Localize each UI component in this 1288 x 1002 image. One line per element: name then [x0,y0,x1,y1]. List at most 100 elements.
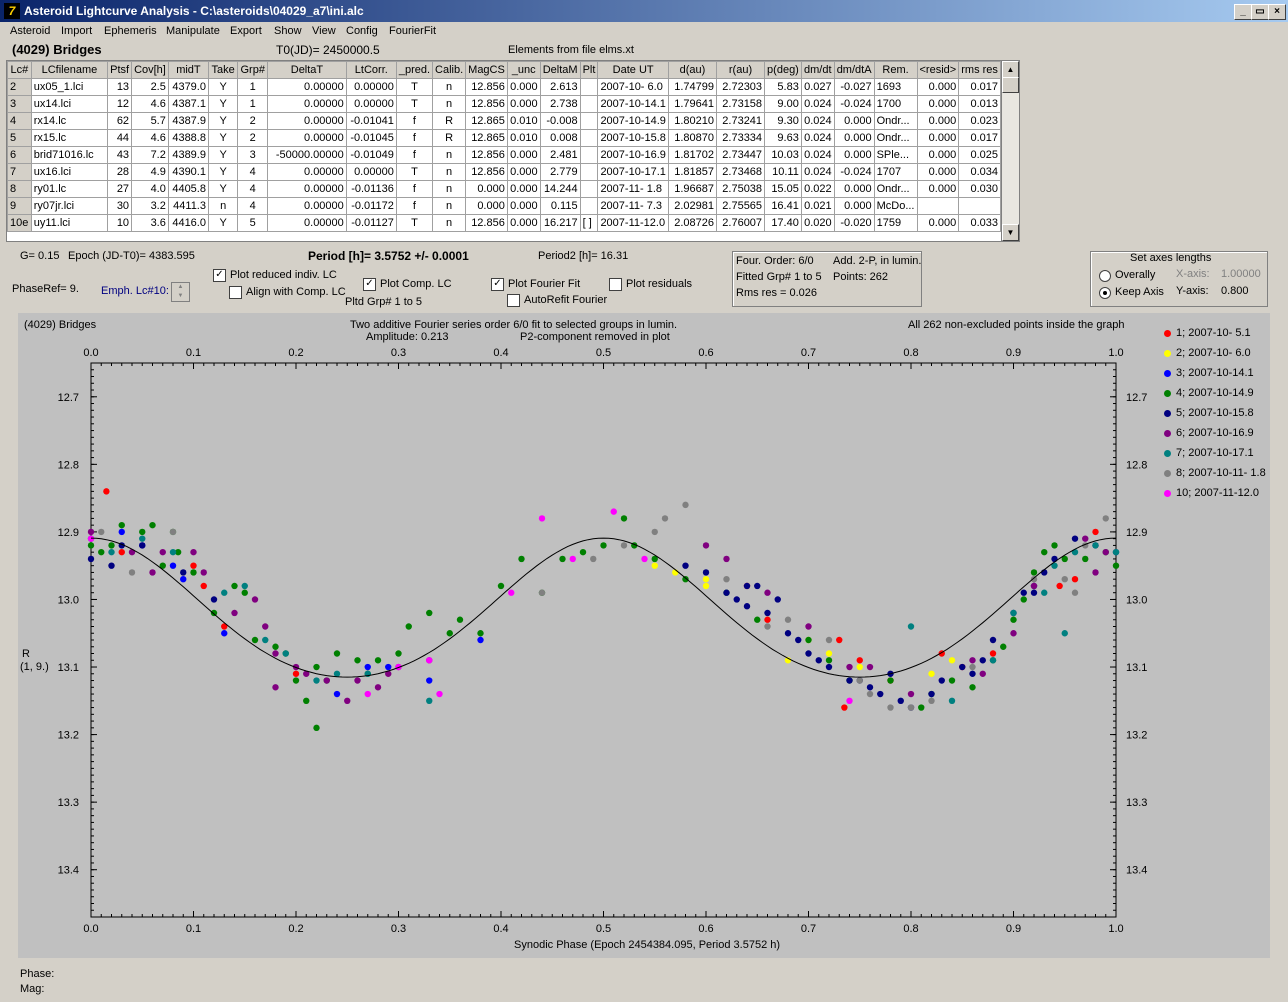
plot-residuals-checkbox[interactable] [609,278,622,291]
table-cell[interactable]: 4 [237,197,269,215]
table-cell[interactable]: 0.000 [506,180,541,198]
table-cell[interactable]: 9.63 [764,129,802,147]
scroll-up-icon[interactable]: ▲ [1002,61,1019,78]
column-header[interactable]: Rem. [873,61,918,79]
table-cell[interactable]: 6 [7,146,32,164]
menu-manipulate[interactable]: Manipulate [166,25,220,37]
table-row[interactable]: 6 brid71016.lc 43 7.2 4389.9 Y 3 -50000.00000 -0… [7,146,1001,164]
table-cell[interactable] [579,78,599,96]
column-header[interactable]: <resid> [916,61,960,79]
table-cell[interactable]: brid71016.lc [30,146,109,164]
table-cell[interactable]: f [395,129,434,147]
overally-radio[interactable] [1099,270,1111,282]
table-cell[interactable]: ux16.lci [30,163,109,181]
table-cell[interactable]: 0.00000 [345,78,397,96]
table-cell[interactable]: 43 [107,146,133,164]
menu-ephemeris[interactable]: Ephemeris [104,25,157,37]
table-cell[interactable]: 4.6 [131,129,169,147]
table-cell[interactable]: 4411.3 [167,197,209,215]
table-cell[interactable]: 0.000 [833,112,875,130]
table-cell[interactable]: T [395,163,434,181]
emph-spinner[interactable]: ▲ ▼ [171,282,190,302]
table-cell[interactable]: 9.30 [764,112,802,130]
table-cell[interactable]: -0.020 [833,214,875,232]
plot-reduced-checkbox[interactable]: ✓ [213,269,226,282]
table-cell[interactable]: Y [207,78,239,96]
table-cell[interactable]: 4388.8 [167,129,209,147]
table-cell[interactable]: -0.01049 [345,146,397,164]
table-cell[interactable]: 2.613 [539,78,581,96]
table-cell[interactable]: 14.244 [539,180,581,198]
table-cell[interactable]: 0.010 [506,129,541,147]
table-cell[interactable]: [ ] [579,214,599,232]
column-header[interactable]: DeltaT [267,61,347,79]
table-cell[interactable]: 0.115 [539,197,581,215]
table-cell[interactable]: 0.00000 [345,163,397,181]
table-cell[interactable]: 0.00000 [345,95,397,113]
menu-import[interactable]: Import [61,25,93,37]
table-cell[interactable]: 10.11 [764,163,802,181]
table-cell[interactable]: 0.000 [833,146,875,164]
table-cell[interactable]: 1693 [873,78,918,96]
column-header[interactable]: dm/dt [800,61,835,79]
column-header[interactable]: DeltaM [539,61,581,79]
table-cell[interactable]: 4 [237,180,269,198]
table-cell[interactable]: 1759 [873,214,918,232]
table-cell[interactable]: 9 [7,197,32,215]
menu-fourierfit[interactable]: FourierFit [389,25,437,37]
table-cell[interactable]: Y [207,112,239,130]
table-cell[interactable]: 2007-11- 7.3 [597,197,669,215]
column-header[interactable]: _pred. [395,61,434,79]
table-cell[interactable]: 2007-10-16.9 [597,146,669,164]
table-cell[interactable]: rx15.lc [30,129,109,147]
table-cell[interactable]: 4390.1 [167,163,209,181]
table-cell[interactable] [579,112,599,130]
table-cell[interactable]: 0.000 [916,146,960,164]
table-cell[interactable]: 2.02981 [667,197,717,215]
table-cell[interactable] [579,163,599,181]
table-cell[interactable]: 0.00000 [267,78,347,96]
table-cell[interactable]: 0.000 [916,163,960,181]
table-cell[interactable]: 0.00000 [267,129,347,147]
table-cell[interactable]: 0.008 [539,129,581,147]
table-cell[interactable]: 0.017 [958,129,1001,147]
table-cell[interactable]: 0.000 [916,180,960,198]
column-header[interactable]: MagCS [465,61,508,79]
table-cell[interactable]: Ondr... [873,180,918,198]
menu-config[interactable]: Config [346,25,378,37]
table-cell[interactable]: 1.74799 [667,78,717,96]
plot-comp-checkbox[interactable]: ✓ [363,278,376,291]
table-cell[interactable]: 0.030 [958,180,1001,198]
column-header[interactable]: _unc [506,61,541,79]
table-cell[interactable]: 2007-11- 1.8 [597,180,669,198]
table-cell[interactable]: 8 [7,180,32,198]
table-cell[interactable]: ry01.lc [30,180,109,198]
table-cell[interactable]: 12.856 [465,95,508,113]
table-cell[interactable]: f [395,112,434,130]
column-header[interactable]: LCfilename [30,61,109,79]
column-header[interactable]: dm/dtA [833,61,875,79]
table-cell[interactable]: 3.2 [131,197,169,215]
table-cell[interactable]: 4389.9 [167,146,209,164]
table-cell[interactable]: 13 [107,78,133,96]
column-header[interactable]: r(au) [715,61,766,79]
table-cell[interactable]: 12 [107,95,133,113]
table-cell[interactable]: 2007-11-12.0 [597,214,669,232]
table-cell[interactable]: 12.856 [465,214,508,232]
plot-panel[interactable]: 0.0 0.0 0.1 0.1 0.2 0.2 0.3 0.3 0.4 0.4 0.5 0.5 0.6 0… [18,313,1270,958]
scroll-down-icon[interactable]: ▼ [1002,224,1019,241]
table-cell[interactable]: 0.000 [833,180,875,198]
table-cell[interactable]: 2.73241 [715,112,766,130]
table-cell[interactable]: 0.020 [800,214,835,232]
table-cell[interactable]: -0.01045 [345,129,397,147]
table-cell[interactable]: 2 [7,78,32,96]
column-header[interactable]: Calib. [432,61,467,79]
table-cell[interactable]: 0.000 [506,78,541,96]
table-cell[interactable]: 0.024 [800,146,835,164]
table-cell[interactable] [579,146,599,164]
table-cell[interactable]: 7.2 [131,146,169,164]
table-cell[interactable]: 4379.0 [167,78,209,96]
table-cell[interactable]: 7 [7,163,32,181]
table-cell[interactable]: ry07jr.lci [30,197,109,215]
column-header[interactable]: Plt [579,61,599,79]
